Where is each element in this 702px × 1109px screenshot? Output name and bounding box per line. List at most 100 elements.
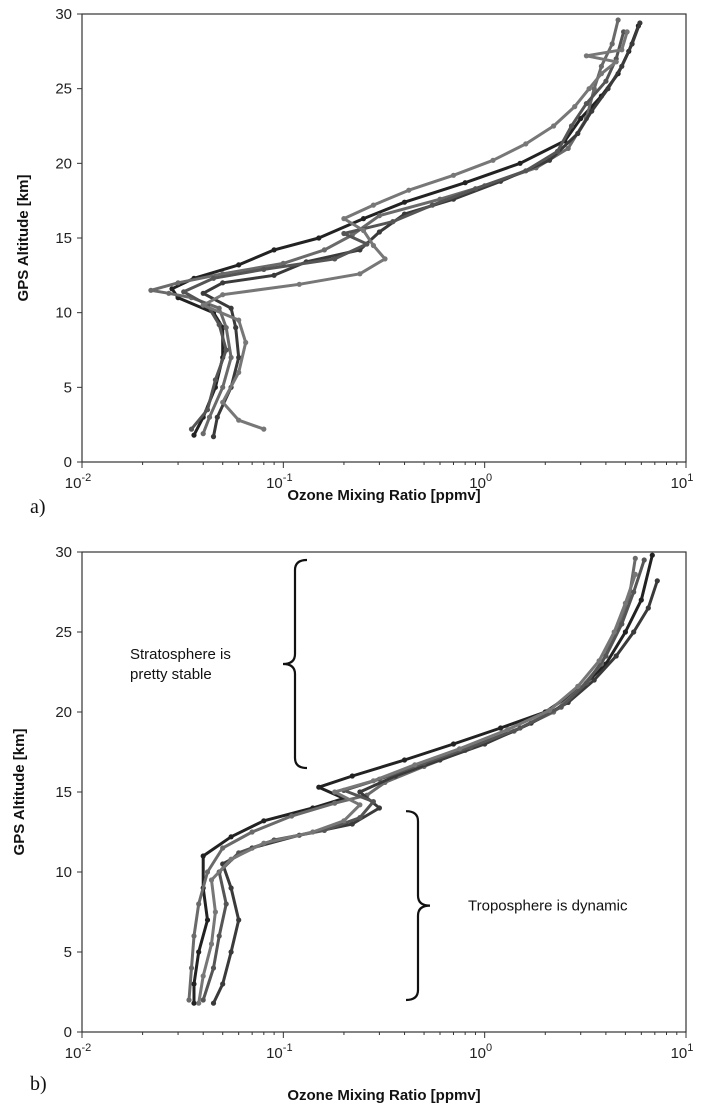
- y-tick-label: 30: [55, 6, 72, 23]
- y-axis-title: GPS Altitude [km]: [15, 175, 32, 302]
- x-tick-label-base: 10: [469, 475, 486, 492]
- x-tick-label-exponent: 0: [486, 1042, 492, 1054]
- data-point: [220, 384, 226, 390]
- data-point: [357, 789, 363, 795]
- data-point: [472, 186, 479, 192]
- data-point: [546, 707, 553, 714]
- x-tick-label: 101: [671, 472, 694, 492]
- x-tick-label-base: 10: [266, 1045, 283, 1062]
- data-point: [462, 180, 468, 186]
- annotation-layer: Stratosphere is pretty stable Troposphere …: [130, 558, 628, 1002]
- data-point: [490, 157, 496, 163]
- data-point: [220, 280, 226, 286]
- data-point: [406, 187, 412, 193]
- panel-label: b): [30, 1073, 47, 1095]
- data-point: [632, 555, 638, 562]
- data-point: [249, 829, 255, 835]
- data-point: [654, 578, 660, 584]
- y-tick-label: 20: [55, 155, 72, 172]
- data-point: [271, 247, 277, 253]
- y-tick-label: 10: [55, 305, 72, 322]
- data-point: [613, 59, 619, 65]
- y-tick-label: 25: [55, 81, 72, 98]
- data-point: [622, 600, 629, 606]
- data-point: [220, 292, 226, 298]
- data-point: [200, 973, 206, 979]
- data-point: [583, 53, 590, 59]
- x-tick-label: 101: [671, 1042, 694, 1062]
- data-point: [631, 589, 637, 595]
- y-tick-label: 10: [55, 864, 72, 881]
- data-point: [554, 148, 561, 154]
- data-point: [223, 347, 229, 353]
- data-point: [196, 949, 202, 955]
- data-point: [583, 101, 590, 107]
- data-point: [364, 241, 370, 247]
- data-point: [191, 981, 197, 987]
- data-point: [632, 571, 638, 578]
- x-tick-label: 10-1: [266, 472, 292, 492]
- data-point: [191, 1000, 197, 1006]
- annotation-text: Troposphere is dynamic: [468, 898, 628, 915]
- x-tick-label-base: 10: [671, 475, 688, 492]
- data-point: [589, 108, 595, 114]
- data-point: [191, 933, 197, 939]
- data-point: [204, 869, 211, 875]
- data-point: [236, 317, 242, 323]
- data-point: [390, 219, 396, 225]
- data-point: [210, 275, 217, 281]
- data-point: [316, 235, 322, 241]
- plot-frame: [81, 551, 687, 1033]
- data-point: [619, 621, 625, 627]
- y-tick-label: 15: [55, 784, 72, 801]
- annotation-bracket: [282, 558, 308, 770]
- data-point: [546, 157, 553, 163]
- data-point: [517, 160, 523, 166]
- x-tick-label-exponent: 1: [687, 1042, 693, 1054]
- data-point: [210, 434, 217, 440]
- data-point: [166, 290, 172, 296]
- data-point: [310, 829, 316, 835]
- data-point: [357, 815, 363, 821]
- x-tick-label: 100: [469, 472, 492, 492]
- data-point: [216, 305, 222, 311]
- data-point: [349, 773, 355, 779]
- data-point: [212, 909, 218, 915]
- data-point: [456, 746, 463, 752]
- data-point: [261, 840, 267, 846]
- data-point: [236, 262, 242, 268]
- data-point: [200, 290, 206, 296]
- data-point: [619, 63, 625, 69]
- annotation-line: Stratosphere is: [130, 646, 231, 663]
- x-axis-title: Ozone Mixing Ratio [ppmv]: [287, 487, 480, 504]
- data-point: [200, 431, 206, 437]
- series-line: [201, 22, 642, 437]
- data-point: [196, 901, 202, 907]
- data-point: [148, 287, 154, 293]
- data-point: [412, 762, 418, 768]
- data-point: [216, 933, 222, 939]
- data-point: [605, 86, 611, 92]
- data-point: [558, 704, 564, 710]
- data-point: [376, 213, 382, 219]
- data-point: [228, 305, 234, 311]
- annotation-line: pretty stable: [130, 666, 212, 683]
- annotation-text: Stratosphere is pretty stable: [130, 646, 231, 683]
- data-point: [631, 629, 637, 635]
- x-tick-label-exponent: 0: [486, 472, 492, 484]
- series-line: [149, 19, 620, 435]
- data-point: [191, 432, 197, 438]
- data-point: [188, 965, 195, 971]
- data-point: [228, 354, 234, 361]
- data-point: [208, 941, 215, 947]
- x-tick-label-exponent: -2: [81, 1042, 91, 1054]
- x-tick-label: 10-2: [65, 1042, 91, 1062]
- data-point: [233, 325, 239, 331]
- data-point: [188, 426, 195, 432]
- data-point: [332, 789, 338, 795]
- data-point: [551, 123, 557, 129]
- data-point: [649, 552, 655, 558]
- data-point: [575, 130, 581, 137]
